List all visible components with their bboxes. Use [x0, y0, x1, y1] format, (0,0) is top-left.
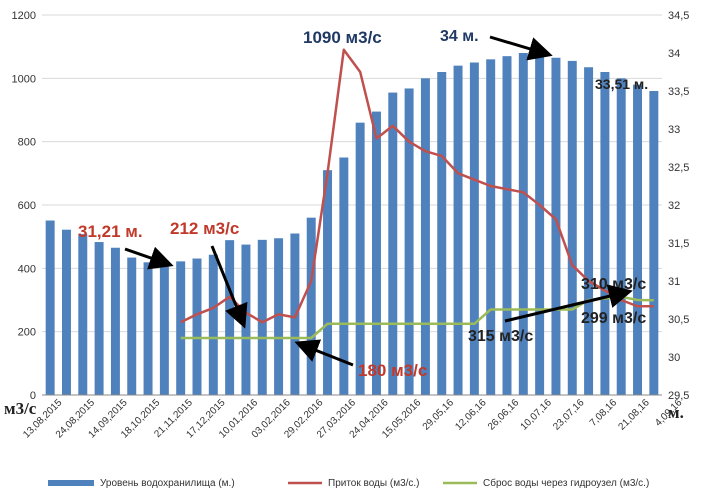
right-tick-label: 30 — [668, 352, 680, 364]
right-tick-label: 32 — [668, 200, 680, 212]
bar — [404, 88, 414, 395]
annotations: 1090 м3/с 34 м. 33,51 м. 31,21 м. 212 м3/с 18… — [78, 28, 648, 380]
bar — [584, 67, 594, 395]
right-tick-label: 30,5 — [668, 314, 689, 326]
legend-swatch — [48, 480, 94, 486]
x-axis-ticks: 13,08,201524,08,201514,09,201518,10,2015… — [21, 397, 684, 440]
bar — [453, 65, 463, 396]
right-tick-label: 34 — [668, 48, 680, 60]
bar — [143, 262, 153, 395]
bar — [600, 72, 610, 395]
left-tick-label: 800 — [18, 137, 36, 149]
left-tick-label: 1000 — [12, 73, 36, 85]
right-tick-label: 33 — [668, 124, 680, 136]
legend-label: Сброс воды через гидроузел (м3/с.) — [483, 477, 649, 489]
x-tick-label: 12,06,16 — [453, 397, 489, 433]
x-tick-label: 21,08,16 — [616, 397, 652, 433]
bar — [61, 229, 71, 395]
bar — [94, 242, 104, 395]
annotation-label: 299 м3/с — [581, 310, 646, 327]
right-tick-label: 31,5 — [668, 238, 689, 250]
annotation-arrow — [124, 246, 174, 270]
bar — [502, 56, 512, 396]
annotation-label: 1090 м3/с — [303, 28, 382, 47]
bar — [649, 91, 659, 395]
bar — [78, 234, 88, 395]
x-tick-label: 23,07,16 — [551, 397, 587, 433]
bar — [290, 233, 300, 395]
x-tick-label: 7,08,16 — [588, 397, 620, 429]
annotation-label: 315 м3/с — [468, 328, 533, 345]
bar — [176, 261, 186, 395]
bar — [323, 170, 333, 395]
annotation-label: 212 м3/с — [170, 219, 239, 238]
annotation-label: 310 м3/с — [581, 276, 646, 293]
right-tick-label: 33,5 — [668, 86, 689, 98]
left-axis-ticks: 0 200 400 600 800 1000 1200 — [12, 10, 36, 402]
legend: Уровень водохранилища (м.) Приток воды (м… — [48, 477, 649, 489]
annotation-label: 34 м. — [440, 28, 479, 45]
legend-label: Уровень водохранилища (м.) — [100, 478, 235, 489]
bar — [518, 53, 528, 395]
left-tick-label: 1200 — [12, 10, 36, 22]
x-tick-label: 10,07,16 — [519, 397, 555, 433]
annotation-arrow — [210, 245, 248, 329]
bar — [192, 258, 202, 395]
left-tick-label: 200 — [18, 327, 36, 339]
annotation-arrow — [294, 339, 354, 367]
right-unit-label: м. — [668, 403, 684, 422]
x-tick-label: 29,05,16 — [421, 397, 457, 433]
bar — [274, 238, 284, 395]
inflow-line — [180, 48, 654, 324]
bar — [633, 84, 643, 396]
annotation-arrow — [504, 284, 633, 323]
bar — [208, 254, 218, 395]
bar — [339, 157, 349, 395]
annotation-label: 33,51 м. — [595, 76, 648, 92]
left-unit-label: м3/с — [4, 399, 37, 418]
bar — [257, 239, 267, 395]
right-axis-ticks: 29,5 30 30,5 31 31,5 32 32,5 33 33,5 34 34,5 — [668, 10, 689, 402]
bar — [551, 57, 561, 395]
bar — [567, 60, 577, 396]
outflow-line — [180, 295, 654, 340]
bar — [388, 92, 398, 395]
bar — [127, 257, 137, 395]
right-tick-label: 32,5 — [668, 162, 689, 174]
left-tick-label: 400 — [18, 263, 36, 275]
right-tick-label: 34,5 — [668, 10, 689, 22]
bar — [355, 122, 365, 396]
bar — [225, 240, 235, 395]
legend-label: Приток воды (м3/с.) — [328, 478, 420, 489]
bar — [306, 217, 316, 395]
annotation-arrow — [489, 35, 553, 61]
annotation-label: 31,21 м. — [78, 222, 143, 241]
bar — [535, 54, 545, 395]
bar — [616, 78, 626, 395]
bar — [110, 247, 120, 395]
line-series — [180, 48, 654, 340]
bar — [469, 62, 479, 395]
left-tick-label: 0 — [30, 390, 36, 402]
left-tick-label: 600 — [18, 200, 36, 212]
right-tick-label: 29,5 — [668, 390, 689, 402]
bar — [159, 262, 169, 395]
right-tick-label: 31 — [668, 276, 680, 288]
bar — [371, 111, 381, 395]
bar — [420, 78, 430, 395]
bar — [437, 72, 447, 395]
bar — [486, 59, 496, 395]
annotation-label: 180 м3/с — [358, 361, 427, 380]
bar — [45, 220, 55, 395]
x-tick-label: 26,06,16 — [486, 397, 522, 433]
